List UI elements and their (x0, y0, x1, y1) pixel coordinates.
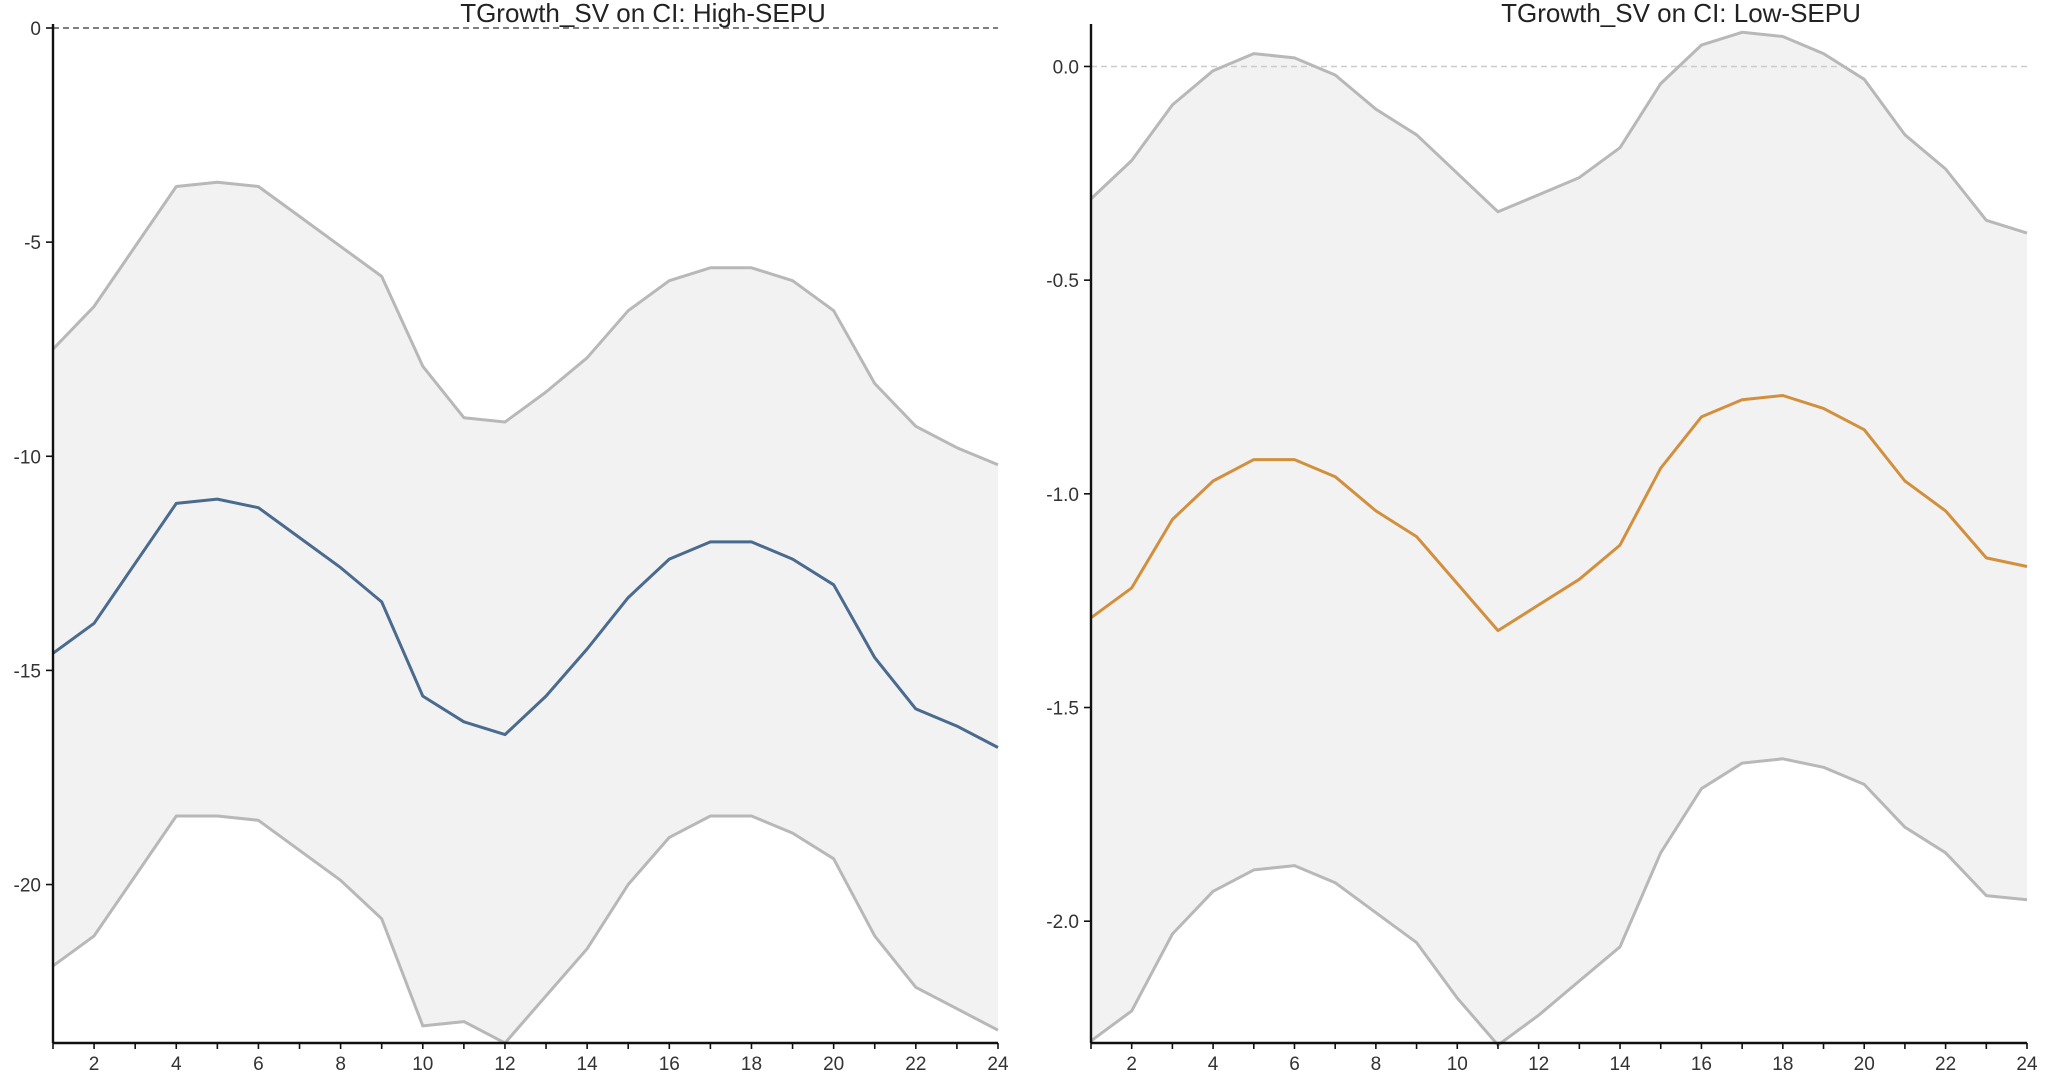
y-tick-label: -1.0 (1046, 485, 1079, 506)
y-tick-label: 0 (30, 19, 41, 40)
x-tick-label: 14 (1609, 1054, 1631, 1075)
y-tick-label: -10 (14, 447, 41, 468)
x-tick-label: 10 (1447, 1054, 1468, 1075)
x-tick-label: 6 (1289, 1054, 1300, 1075)
chart-title: TGrowth_SV on CI: Low-SEPU (1501, 0, 1861, 28)
x-tick-label: 22 (1935, 1054, 1956, 1075)
chart-title: TGrowth_SV on CI: High-SEPU (460, 0, 826, 28)
y-tick-label: -1.5 (1046, 699, 1079, 720)
series-line-mean (1090, 394, 2028, 633)
x-tick-label: 20 (823, 1054, 844, 1075)
chart-panel-low-sepu: TGrowth_SV on CI: Low-SEPU 0.0 -0.5 -1.0 -1… (1046, 0, 2038, 1075)
x-tick-label: 16 (659, 1054, 680, 1075)
x-tick-label: 18 (741, 1054, 762, 1075)
x-tick-label: 2 (89, 1054, 100, 1075)
y-tick-label: -0.5 (1046, 271, 1079, 292)
y-tick-label: -2.0 (1046, 912, 1079, 933)
x-tick-label: 24 (987, 1054, 1009, 1075)
x-tick-label: 24 (2016, 1054, 2038, 1075)
confidence-band (53, 182, 998, 1043)
y-tick-label: 0.0 (1053, 57, 1079, 78)
x-tick-label: 20 (1854, 1054, 1875, 1075)
series-line-mean (52, 497, 999, 749)
x-tick-label: 8 (1371, 1054, 1382, 1075)
y-tick-label: -5 (24, 233, 41, 254)
x-tick-label: 4 (1208, 1054, 1219, 1075)
x-tick-label: 4 (171, 1054, 182, 1075)
x-tick-label: 18 (1772, 1054, 1793, 1075)
chart-panel-high-sepu: TGrowth_SV on CI: High-SEPU 0 -5 -10 -15 -20… (14, 0, 1009, 1075)
y-tick-label: -20 (14, 876, 41, 897)
x-tick-label: 22 (905, 1054, 926, 1075)
x-tick-label: 12 (1528, 1054, 1549, 1075)
x-tick-label: 6 (253, 1054, 264, 1075)
confidence-band (1091, 32, 2027, 1046)
x-tick-label: 16 (1691, 1054, 1712, 1075)
y-tick-label: -15 (14, 661, 41, 682)
x-tick-label: 2 (1126, 1054, 1137, 1075)
x-tick-label: 8 (335, 1054, 346, 1075)
x-tick-label: 12 (494, 1054, 515, 1075)
x-tick-label: 10 (412, 1054, 433, 1075)
series-line-upper-bound (51, 180, 999, 467)
series-line-lower-bound (52, 814, 999, 1045)
x-tick-label: 14 (577, 1054, 599, 1075)
series-line-upper-bound (1089, 30, 2028, 235)
series-line-lower-bound (1090, 757, 2028, 1047)
